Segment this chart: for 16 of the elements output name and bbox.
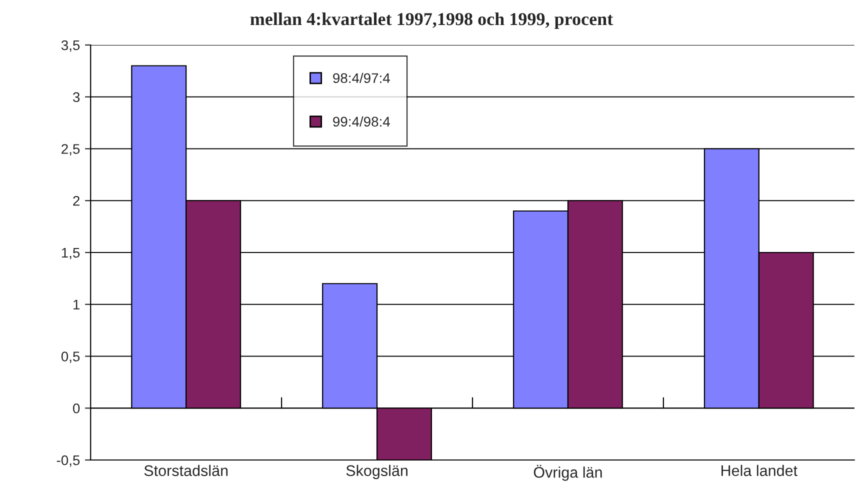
y-tick-label: -0,5 bbox=[56, 455, 80, 467]
y-tick-label: 2 bbox=[73, 196, 80, 206]
legend-label: 98:4/97:4 bbox=[333, 72, 390, 84]
x-tick-label: Skogslän bbox=[346, 464, 408, 480]
legend-label: 99:4/98:4 bbox=[333, 116, 390, 127]
x-tick-label: Storstadslän bbox=[144, 464, 228, 476]
y-tick-label: 2,5 bbox=[62, 144, 80, 156]
y-tick-label: 0 bbox=[73, 403, 80, 414]
x-tick-label: Övriga län bbox=[534, 464, 602, 481]
y-tick-label: 3 bbox=[73, 92, 80, 102]
y-tick-label: 1 bbox=[74, 300, 80, 310]
x-tick-label: Hela landet bbox=[722, 464, 798, 476]
y-tick-label: 1,5 bbox=[62, 248, 80, 260]
y-tick-label: 0,5 bbox=[61, 352, 80, 364]
y-tick-label: 3,5 bbox=[61, 40, 80, 52]
chart-title: mellan 4:kvartalet 1997,1998 och 1999, procent bbox=[250, 12, 614, 29]
